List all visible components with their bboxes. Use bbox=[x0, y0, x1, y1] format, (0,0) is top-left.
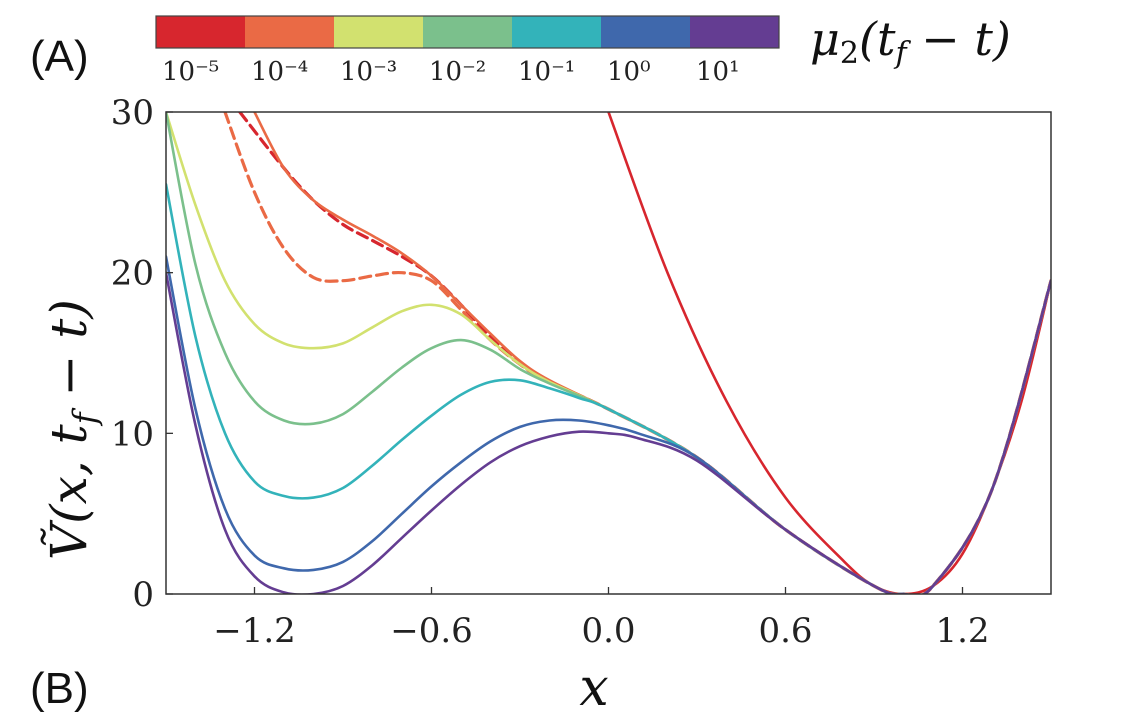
colorbar-swatch bbox=[601, 16, 691, 48]
series-line-8 bbox=[166, 271, 1051, 594]
colorbar-label: μ2(tf − t) bbox=[810, 12, 1011, 71]
x-axis-title: x bbox=[579, 658, 608, 718]
x-tick-label: −0.6 bbox=[390, 611, 473, 651]
series-line-2 bbox=[223, 112, 1051, 594]
colorbar-tick-label: 10⁻¹ bbox=[518, 57, 575, 87]
colorbar-tick-label: 10⁻³ bbox=[340, 57, 397, 87]
axes: −1.2 −0.6 0.0 0.6 1.2 0 10 20 30 bbox=[111, 93, 990, 651]
y-tick-label: 10 bbox=[111, 414, 154, 454]
colorbar-swatch bbox=[512, 16, 602, 48]
plot-curves bbox=[166, 112, 1051, 594]
colorbar-tick-label: 10⁻⁴ bbox=[251, 57, 308, 87]
series-line-1 bbox=[238, 112, 1051, 594]
x-tick-label: 1.2 bbox=[935, 611, 989, 651]
x-tick-label: 0.0 bbox=[581, 611, 635, 651]
colorbar-tick-label: 10⁰ bbox=[607, 57, 651, 87]
colorbar-swatch bbox=[245, 16, 335, 48]
panel-label-b: (B) bbox=[30, 664, 89, 713]
y-axis-title: Ṽ(x, tf − t) bbox=[39, 299, 104, 560]
colorbar-swatch bbox=[334, 16, 424, 48]
series-line-5 bbox=[166, 112, 1051, 594]
x-tick-label: 0.6 bbox=[758, 611, 812, 651]
colorbar-frame bbox=[155, 15, 780, 49]
colorbar-tick-label: 10⁻⁵ bbox=[162, 57, 219, 87]
y-tick-label: 30 bbox=[111, 93, 154, 133]
colorbar-tick-label: 10¹ bbox=[696, 57, 740, 87]
colorbar-swatch bbox=[156, 16, 246, 48]
colorbar-swatch bbox=[423, 16, 513, 48]
panel-label-a: (A) bbox=[30, 32, 89, 81]
series-line-7 bbox=[166, 255, 1051, 594]
y-tick-label: 20 bbox=[111, 254, 154, 294]
x-tick-label: −1.2 bbox=[213, 611, 296, 651]
colorbar-swatch bbox=[690, 16, 780, 48]
y-tick-label: 0 bbox=[132, 575, 154, 615]
series-line-3 bbox=[253, 112, 1051, 594]
series-line-4 bbox=[166, 112, 1051, 594]
colorbar-tick-label: 10⁻² bbox=[429, 57, 486, 87]
series-line-6 bbox=[166, 183, 1051, 594]
colorbar: 10⁻⁵ 10⁻⁴ 10⁻³ 10⁻² 10⁻¹ 10⁰ 10¹ bbox=[155, 15, 780, 87]
series-line-0 bbox=[607, 112, 1051, 594]
